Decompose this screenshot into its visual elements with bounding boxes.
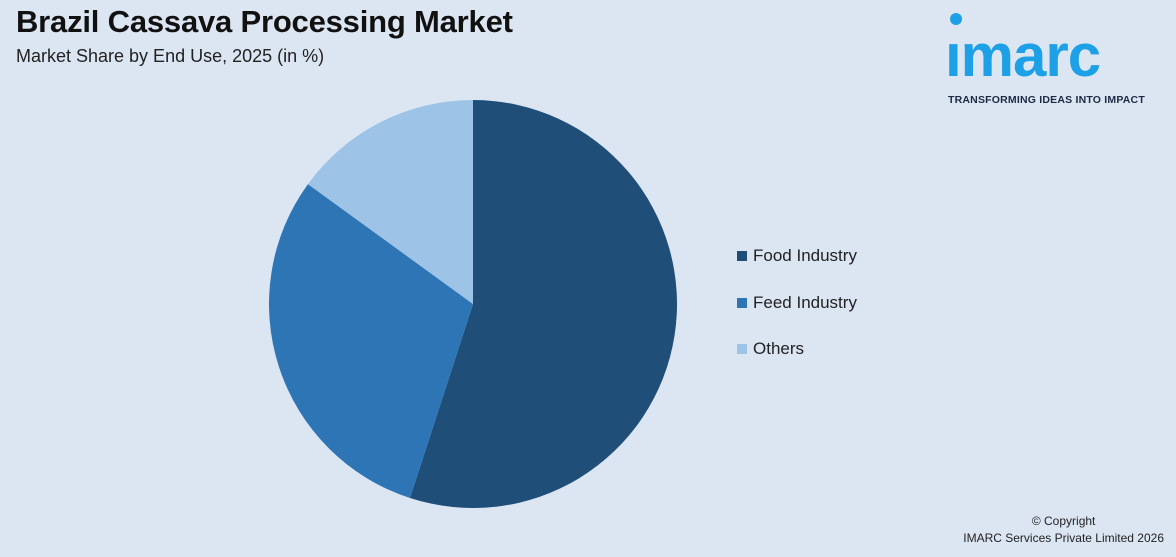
logo-wordmark: ımarc <box>945 22 1101 89</box>
legend-label: Feed Industry <box>753 292 857 312</box>
legend-label: Others <box>753 339 805 358</box>
legend-swatch <box>737 344 747 354</box>
imarc-logo: ımarc TRANSFORMING IDEAS INTO IMPACT <box>945 12 1171 112</box>
copyright-notice: © Copyright IMARC Services Private Limit… <box>963 513 1164 547</box>
legend-swatch <box>737 251 747 261</box>
copyright-line-2: IMARC Services Private Limited 2026 <box>963 531 1164 545</box>
pie-slice-food-industry <box>409 100 678 508</box>
legend-label: Food Industry <box>753 246 857 265</box>
chart-subtitle: Market Share by End Use, 2025 (in %) <box>16 46 325 66</box>
legend-item-feed-industry: Feed Industry <box>737 292 857 314</box>
pie-slice-feed-industry <box>269 184 473 499</box>
logo-dot-icon <box>950 13 962 25</box>
pie-slice-others <box>307 100 473 304</box>
chart-title: Brazil Cassava Processing Market <box>16 4 513 39</box>
copyright-line-1: © Copyright <box>1031 514 1096 528</box>
legend-item-food-industry: Food Industry <box>737 245 857 267</box>
legend-item-others: Others <box>737 338 857 360</box>
chart-legend: Food Industry Feed Industry Others <box>737 245 857 385</box>
legend-swatch <box>737 297 747 308</box>
logo-tagline: TRANSFORMING IDEAS INTO IMPACT <box>948 94 1145 106</box>
